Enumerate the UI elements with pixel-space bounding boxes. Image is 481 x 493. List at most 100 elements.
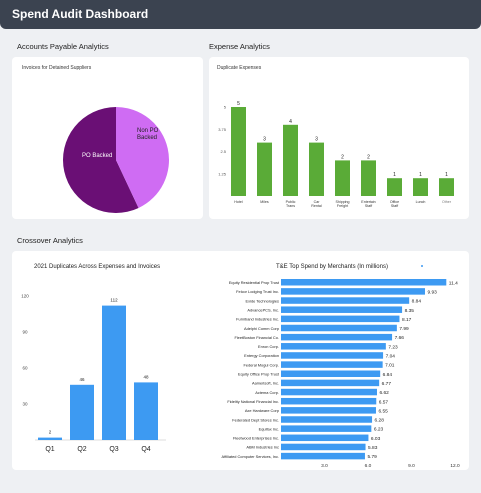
pie-label: PO Backed	[82, 153, 112, 159]
bar	[281, 361, 383, 368]
pie-chart: PO Backed Non PO Backed	[63, 107, 169, 213]
y-tick-label: Adelphi Comm Corp	[244, 326, 279, 331]
bar	[309, 142, 324, 196]
duplicates-card-title: Duplicate Expenses	[217, 65, 262, 71]
bar-value-label: 46	[79, 377, 85, 382]
y-tick-label: Equity Residential Prop Trust	[229, 280, 280, 285]
x-tick-label: 3.0	[321, 463, 328, 469]
bar-value-label: 6.62	[379, 390, 389, 396]
pie-card-title: Invoices for Detained Suppliers	[22, 65, 92, 71]
x-tick-label: Hotel	[234, 200, 243, 204]
duplicates-chart: 1.25 2.5 3.75 5 5 Hotel 3 Miles 4 Public Trans 3 Car…	[218, 101, 454, 208]
bar-value-label: 1	[419, 172, 422, 178]
y-tick-label: Exide Technologies	[246, 298, 280, 303]
y-tick-label: 1.25	[218, 171, 227, 176]
x-tick-label: Public Trans	[286, 200, 296, 208]
y-tick-label: AdvancePCS, Inc.	[247, 307, 279, 312]
bar-value-label: 8.35	[405, 308, 415, 314]
y-tick-label: Felcor Lodging Trust Inc.	[236, 289, 279, 294]
bar	[281, 416, 373, 423]
bar	[335, 160, 350, 196]
quarter-card-title: 2021 Duplicates Across Expenses and Invo…	[34, 264, 161, 270]
x-tick-label: 12.0	[450, 463, 460, 469]
x-tick-label: Q3	[109, 446, 118, 453]
bar	[281, 343, 386, 350]
y-tick-label: Equity Office Prop Trust	[238, 372, 280, 377]
bar-value-label: 3	[263, 137, 266, 143]
y-tick-label: Aamerisoft, Inc.	[252, 381, 279, 386]
bar	[281, 379, 380, 387]
bar	[281, 397, 377, 405]
y-tick-label: Enron Corp.	[258, 344, 279, 349]
x-tick-label: Q1	[45, 446, 54, 453]
y-tick-label: 2.5	[220, 149, 226, 154]
merchants-chart: Equity Residential Prop Trust 11.4 Felcor …	[222, 279, 460, 469]
bar	[231, 107, 246, 196]
pie-slice	[63, 107, 139, 213]
bar	[281, 306, 403, 313]
bar	[281, 452, 365, 460]
x-tick-label: Q4	[141, 446, 150, 453]
bar-value-label: 6.57	[379, 399, 389, 405]
y-tick-label: Federated Dept Stores Inc.	[232, 417, 279, 422]
bar	[281, 370, 381, 377]
legend-dot	[421, 265, 423, 267]
bar	[281, 443, 366, 451]
pie-card: Invoices for Detained Suppliers PO Backe…	[12, 57, 203, 219]
bar-value-label: 8.17	[402, 317, 412, 323]
y-tick-label: Actema Corp.	[255, 390, 279, 395]
y-tick-label: Fidelity National Financial Inc.	[227, 399, 279, 404]
y-tick-label: Fleetwood Enterprises Inc.	[233, 436, 279, 441]
merchants-card-title: T&E Top Spend by Merchants (In millions)	[276, 264, 388, 270]
y-tick-label: ABM Industries Inc	[246, 445, 279, 450]
bar	[281, 352, 384, 359]
bar-value-label: 11.4	[449, 280, 458, 286]
pie-label: Non PO Backed	[137, 128, 159, 141]
bar	[281, 425, 372, 432]
x-tick-label: Shipping Freight	[336, 200, 350, 208]
x-tick-label: Miles	[260, 200, 269, 204]
pie-slice	[116, 107, 169, 208]
x-tick-label: Other	[442, 200, 452, 204]
bar	[281, 315, 400, 323]
bar	[38, 437, 62, 440]
y-tick-label: Equifax Inc.	[259, 426, 279, 431]
bar	[281, 288, 425, 295]
bar	[413, 178, 428, 196]
bar	[281, 324, 397, 332]
bar-value-label: 7.99	[399, 326, 409, 332]
y-tick-label: FleetBoston Financial Co.	[234, 335, 279, 340]
bar-value-label: 6.55	[378, 408, 388, 414]
crossover-card: 2021 Duplicates Across Expenses and Invo…	[12, 251, 469, 470]
y-tick-label: Entergy Corporation	[244, 353, 279, 358]
y-tick-label: 30	[22, 402, 28, 407]
bar	[281, 388, 377, 396]
bar	[281, 407, 376, 414]
bar	[387, 178, 402, 196]
bar	[70, 384, 94, 440]
bar-value-label: 1	[393, 172, 396, 178]
x-tick-label: 9.0	[408, 463, 415, 469]
y-tick-label: 120	[21, 294, 29, 299]
bar-value-label: 3	[315, 137, 318, 143]
bar-value-label: 112	[110, 298, 118, 303]
section-accounts-payable: Accounts Payable Analytics	[17, 42, 109, 51]
bar-value-label: 5.83	[368, 445, 378, 451]
bar	[283, 124, 298, 196]
bar-value-label: 2	[49, 430, 52, 435]
y-tick-label: Furniband Industries Inc.	[236, 317, 279, 322]
bar-value-label: 7.23	[388, 344, 398, 350]
bar	[361, 160, 376, 196]
bar-value-label: 4	[289, 119, 292, 125]
y-tick-label: 90	[22, 330, 28, 335]
bar	[281, 434, 369, 442]
bar-value-label: 7.66	[395, 335, 405, 341]
bar-value-label: 2	[367, 154, 370, 160]
app-header: Spend Audit Dashboard	[0, 0, 481, 29]
bar-value-label: 48	[143, 374, 149, 379]
bar	[439, 178, 454, 196]
bar-value-label: 6.03	[371, 436, 381, 442]
x-tick-label: Lunch	[416, 200, 426, 204]
bar-value-label: 5	[237, 101, 240, 107]
bar-value-label: 7.04	[386, 354, 396, 360]
